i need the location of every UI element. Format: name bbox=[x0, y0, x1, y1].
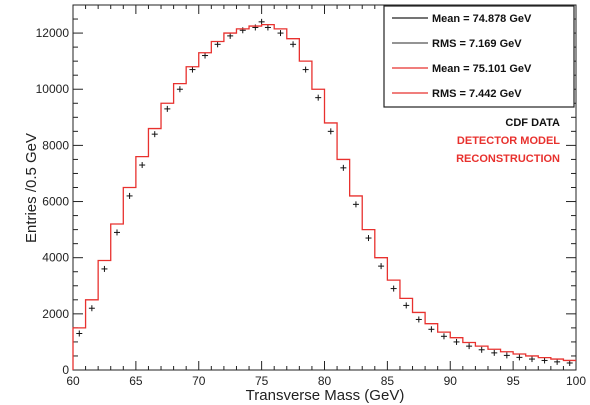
data-point bbox=[202, 52, 209, 59]
data-point bbox=[478, 346, 485, 353]
annotation-text: CDF DATA bbox=[505, 117, 560, 129]
x-tick-label: 95 bbox=[506, 374, 520, 388]
data-point bbox=[378, 263, 385, 270]
data-point bbox=[189, 66, 196, 73]
y-tick-label: 0 bbox=[62, 363, 69, 377]
data-point bbox=[554, 358, 561, 365]
data-point bbox=[466, 343, 473, 350]
data-point bbox=[214, 41, 221, 48]
data-point bbox=[176, 86, 183, 93]
data-point bbox=[390, 285, 397, 292]
data-point bbox=[327, 128, 334, 135]
data-point bbox=[88, 305, 95, 312]
x-tick-labels: 60 65 70 75 80 85 90 95 100 bbox=[66, 374, 586, 388]
x-tick-label: 85 bbox=[381, 374, 395, 388]
y-tick-label: 12000 bbox=[36, 26, 70, 40]
annotations: CDF DATA DETECTOR MODEL RECONSTRUCTION bbox=[456, 117, 560, 165]
data-point bbox=[126, 192, 133, 199]
data-point bbox=[453, 338, 460, 345]
legend-entries: Mean = 74.878 GeV RMS = 7.169 GeV Mean = 7… bbox=[392, 13, 532, 100]
legend-entry: Mean = 74.878 GeV bbox=[432, 13, 532, 25]
annotation-text: RECONSTRUCTION bbox=[456, 153, 560, 165]
data-point bbox=[258, 18, 265, 25]
y-tick-label: 4000 bbox=[42, 251, 69, 265]
data-point bbox=[541, 357, 548, 364]
x-tick-label: 70 bbox=[192, 374, 206, 388]
data-point bbox=[315, 94, 322, 101]
data-point bbox=[528, 356, 535, 363]
reconstruction-histogram-line bbox=[72, 24, 576, 370]
x-tick-label: 75 bbox=[255, 374, 269, 388]
data-point bbox=[428, 326, 435, 333]
x-tick-label: 80 bbox=[318, 374, 332, 388]
data-point bbox=[290, 41, 297, 48]
y-tick-label: 10000 bbox=[36, 82, 70, 96]
data-point bbox=[516, 354, 523, 361]
data-point bbox=[352, 201, 359, 208]
series-layer bbox=[72, 18, 576, 370]
data-point bbox=[440, 333, 447, 340]
data-point bbox=[365, 235, 372, 242]
y-tick-labels: 0 2000 4000 6000 8000 10000 12000 bbox=[36, 26, 70, 377]
data-point bbox=[403, 302, 410, 309]
legend-box bbox=[383, 5, 575, 108]
data-point bbox=[340, 164, 347, 171]
data-point bbox=[101, 265, 108, 272]
data-point bbox=[503, 352, 510, 359]
data-point bbox=[491, 349, 498, 356]
data-point bbox=[139, 162, 146, 169]
legend: Mean = 74.878 GeV RMS = 7.169 GeV Mean = 7… bbox=[383, 5, 575, 108]
y-tick-label: 2000 bbox=[42, 307, 69, 321]
data-point bbox=[302, 66, 309, 73]
data-point bbox=[415, 316, 422, 323]
data-point bbox=[264, 24, 271, 31]
data-point bbox=[114, 229, 121, 236]
x-tick-label: 65 bbox=[129, 374, 143, 388]
legend-entry: RMS = 7.169 GeV bbox=[432, 38, 522, 50]
x-tick-label: 60 bbox=[66, 374, 80, 388]
y-tick-label: 6000 bbox=[42, 195, 69, 209]
data-point bbox=[76, 330, 83, 337]
y-tick-label: 8000 bbox=[42, 138, 69, 152]
data-point bbox=[164, 105, 171, 112]
y-axis-label: Entries /0.5 GeV bbox=[23, 133, 40, 243]
x-tick-label: 90 bbox=[444, 374, 458, 388]
data-point bbox=[277, 30, 284, 37]
annotation-text: DETECTOR MODEL bbox=[457, 135, 560, 147]
data-point bbox=[151, 131, 158, 138]
x-axis-label: Transverse Mass (GeV) bbox=[246, 387, 405, 404]
x-tick-label: 100 bbox=[566, 374, 586, 388]
legend-entry: RMS = 7.442 GeV bbox=[432, 88, 522, 100]
data-point bbox=[227, 32, 234, 39]
legend-entry: Mean = 75.101 GeV bbox=[432, 63, 532, 75]
